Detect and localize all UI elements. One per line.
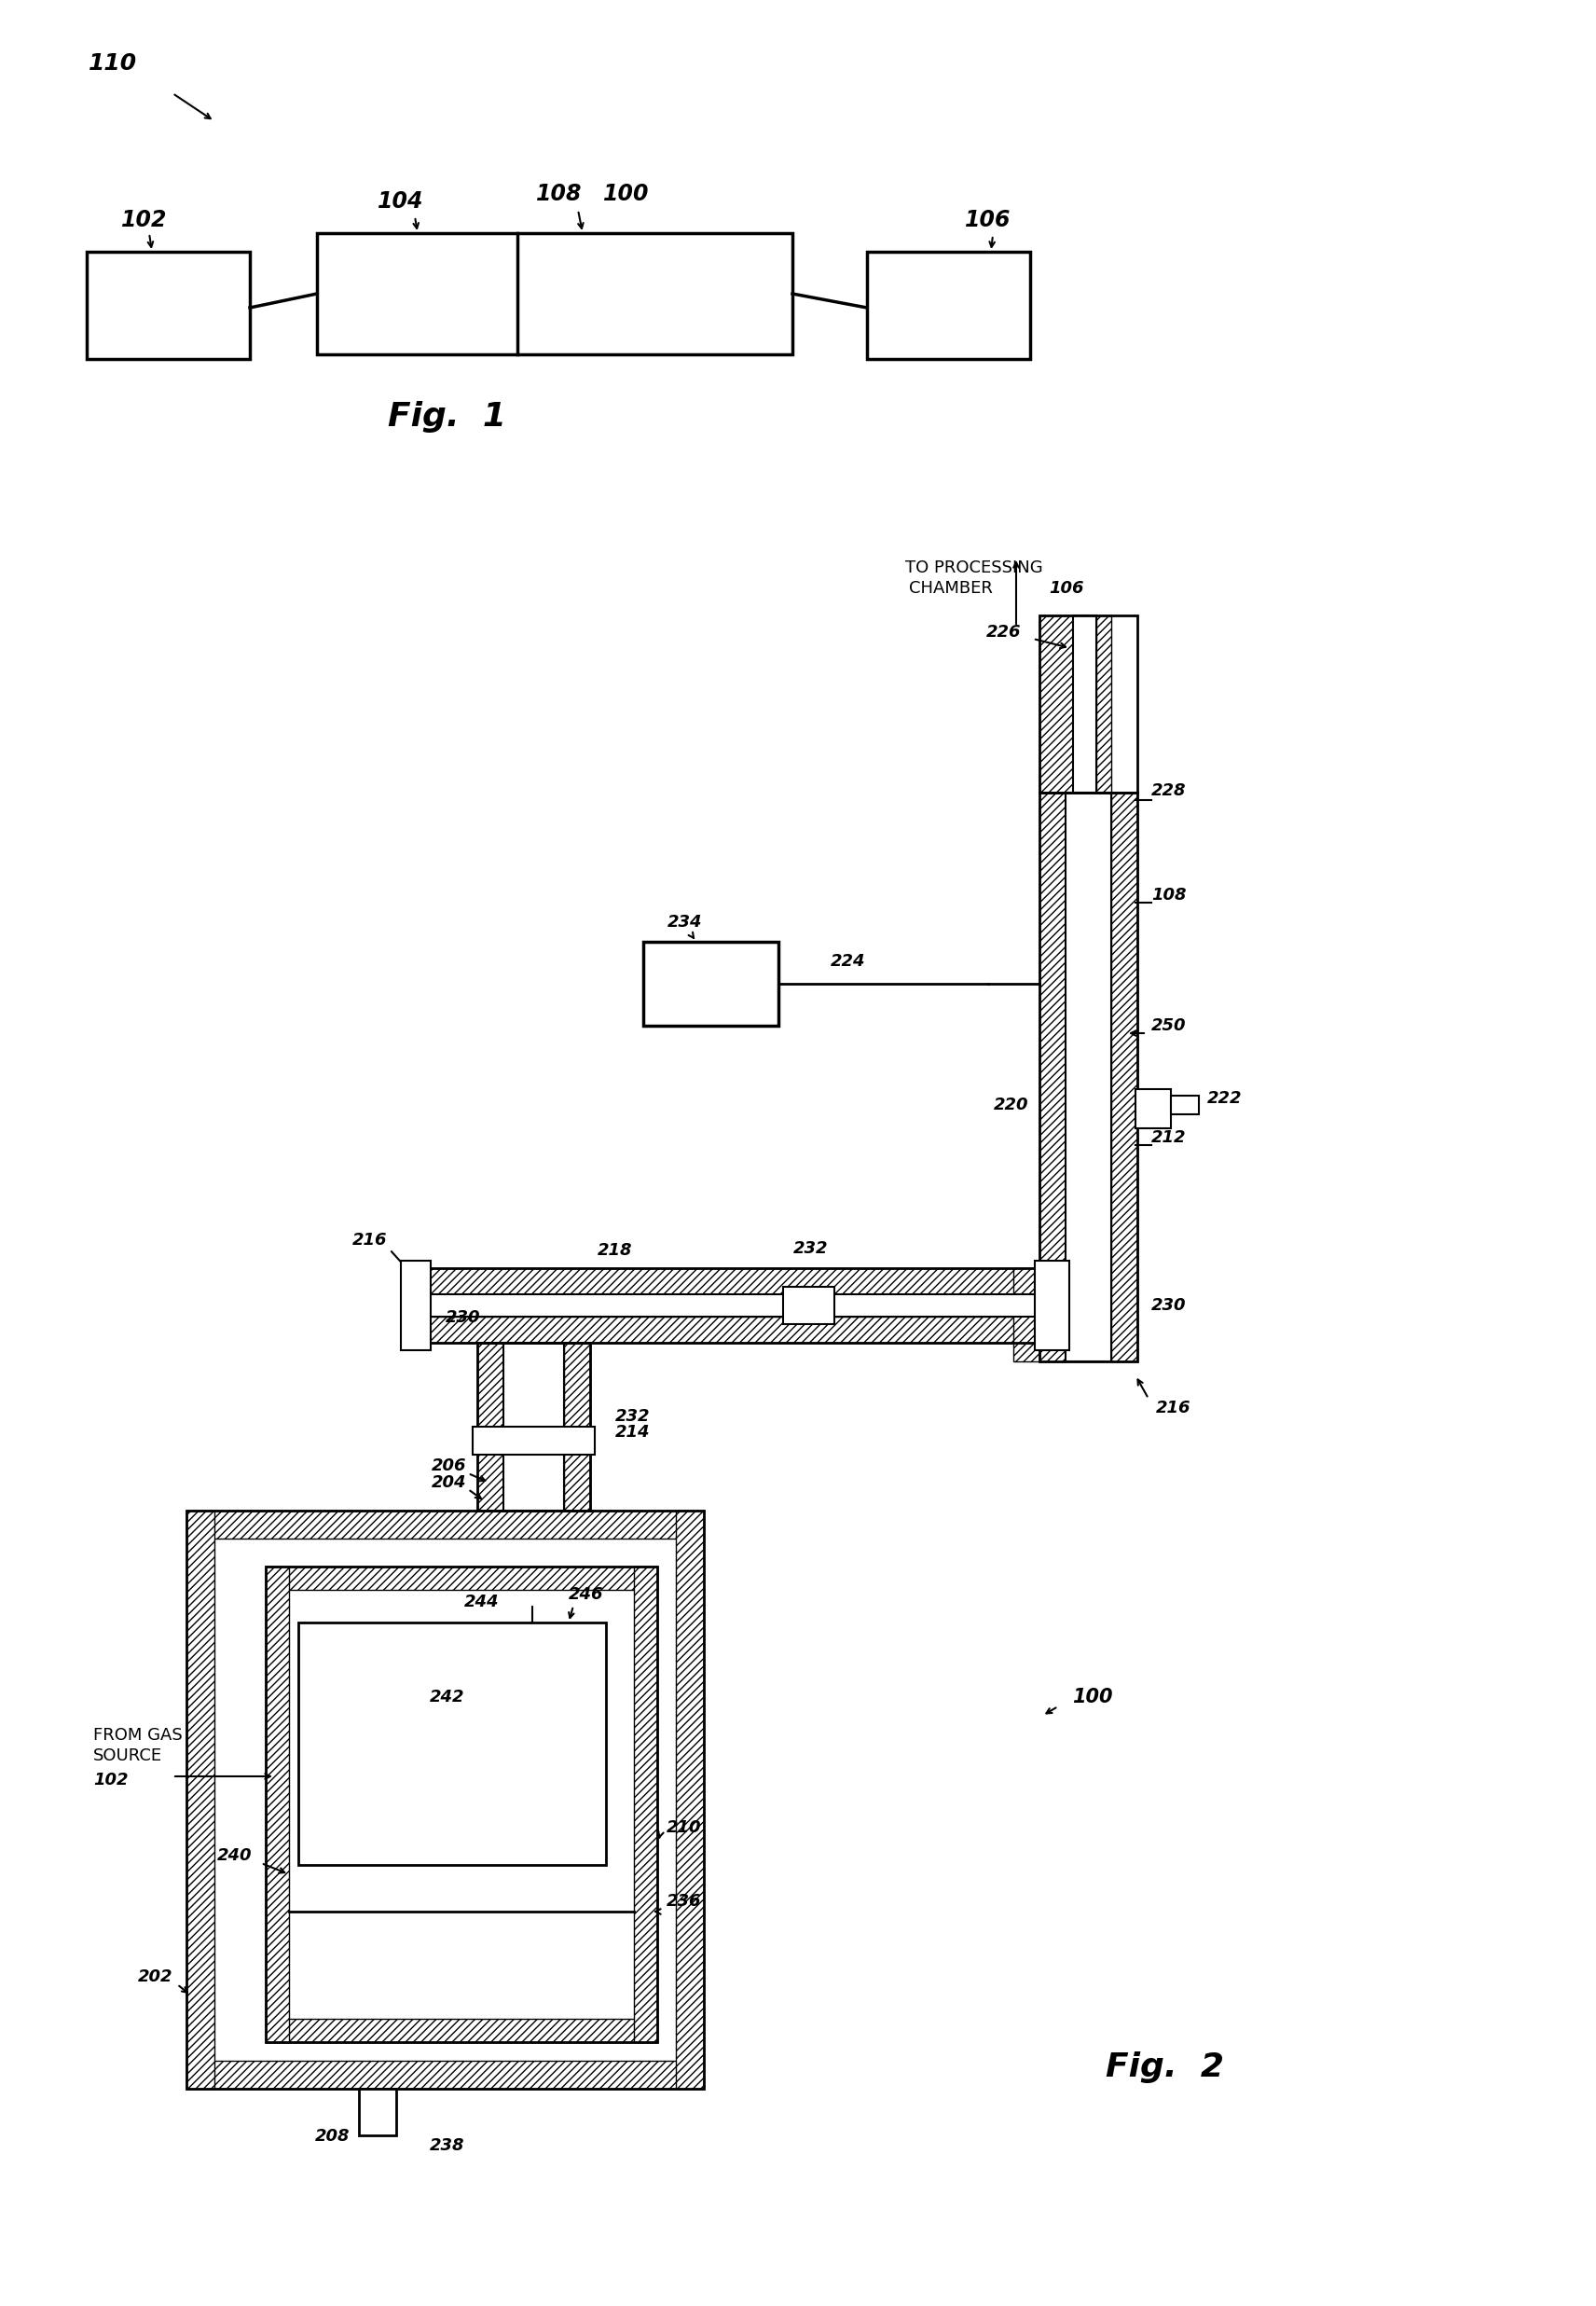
Text: 230: 230 <box>445 1310 480 1326</box>
Text: 108: 108 <box>536 182 583 205</box>
Bar <box>359 2089 396 2135</box>
Text: 232: 232 <box>793 1241 828 1257</box>
Bar <box>1039 793 1066 1361</box>
Bar <box>1013 1268 1039 1361</box>
Text: 106: 106 <box>966 210 1012 231</box>
Text: 202: 202 <box>137 1969 172 1985</box>
Bar <box>405 1294 1039 1317</box>
Bar <box>265 1566 658 2043</box>
Bar <box>867 251 1029 360</box>
Bar <box>405 1268 1039 1294</box>
Bar <box>1066 793 1111 1361</box>
Bar <box>643 941 779 1026</box>
Text: 220: 220 <box>993 1098 1028 1114</box>
Bar <box>265 1566 289 2043</box>
Text: 204: 204 <box>431 1474 466 1492</box>
Text: 106: 106 <box>1049 581 1084 597</box>
Text: 236: 236 <box>667 1893 702 1909</box>
Bar <box>187 1510 704 2089</box>
Text: 226: 226 <box>986 625 1021 641</box>
Text: 214: 214 <box>616 1423 650 1441</box>
Bar <box>1039 616 1138 793</box>
Bar <box>503 1342 563 1510</box>
Bar <box>265 2018 658 2043</box>
Text: 228: 228 <box>1151 782 1186 800</box>
Text: Fig.  2: Fig. 2 <box>1106 2052 1224 2082</box>
Bar <box>1171 1095 1199 1114</box>
Bar <box>1111 793 1138 1361</box>
Text: Fig.  1: Fig. 1 <box>388 401 506 434</box>
Bar <box>298 1623 606 1866</box>
Text: 218: 218 <box>598 1243 632 1259</box>
Bar <box>187 2062 704 2089</box>
Text: 246: 246 <box>568 1587 603 1603</box>
Bar <box>1096 616 1111 793</box>
Text: CHAMBER: CHAMBER <box>910 581 993 597</box>
Bar <box>784 1287 835 1324</box>
Text: 100: 100 <box>1073 1688 1112 1706</box>
Text: 100: 100 <box>603 182 650 205</box>
Text: 250: 250 <box>1151 1017 1186 1033</box>
Text: 230: 230 <box>1151 1296 1186 1314</box>
Text: SOURCE: SOURCE <box>93 1748 163 1764</box>
Text: 104: 104 <box>378 189 425 212</box>
Bar <box>477 1342 591 1510</box>
Bar <box>472 1427 595 1455</box>
Bar <box>401 1261 431 1351</box>
Text: 216: 216 <box>353 1231 386 1248</box>
Bar <box>187 1510 704 1538</box>
Text: 206: 206 <box>431 1457 466 1474</box>
Bar <box>318 233 792 355</box>
Bar <box>405 1268 1039 1342</box>
Text: 216: 216 <box>1156 1400 1191 1416</box>
Bar <box>675 1510 704 2089</box>
Bar <box>1073 616 1096 793</box>
Text: 108: 108 <box>1151 888 1186 904</box>
Bar <box>1039 793 1138 1361</box>
Bar <box>187 1510 214 2089</box>
Text: 244: 244 <box>464 1593 498 1610</box>
Bar <box>265 1566 658 1589</box>
Bar <box>1034 1261 1069 1351</box>
Text: 102: 102 <box>121 210 168 231</box>
Text: 210: 210 <box>667 1819 702 1836</box>
Text: 110: 110 <box>88 53 137 74</box>
Bar <box>405 1317 1039 1342</box>
Text: 232: 232 <box>616 1409 650 1425</box>
Bar <box>1039 616 1073 793</box>
Bar <box>86 251 251 360</box>
Text: TO PROCESSING: TO PROCESSING <box>905 560 1044 576</box>
Text: 238: 238 <box>429 2138 464 2154</box>
Text: 240: 240 <box>217 1847 252 1863</box>
Text: 102: 102 <box>93 1771 128 1789</box>
Text: 234: 234 <box>667 913 702 932</box>
Text: 222: 222 <box>1207 1091 1242 1107</box>
Bar <box>1135 1088 1171 1128</box>
Text: FROM GAS: FROM GAS <box>93 1727 182 1743</box>
Bar <box>634 1566 658 2043</box>
Text: 212: 212 <box>1151 1130 1186 1146</box>
Bar <box>477 1342 503 1510</box>
Text: 208: 208 <box>314 2128 350 2145</box>
Text: 224: 224 <box>832 952 865 971</box>
Bar <box>563 1342 591 1510</box>
Text: 242: 242 <box>429 1688 464 1706</box>
